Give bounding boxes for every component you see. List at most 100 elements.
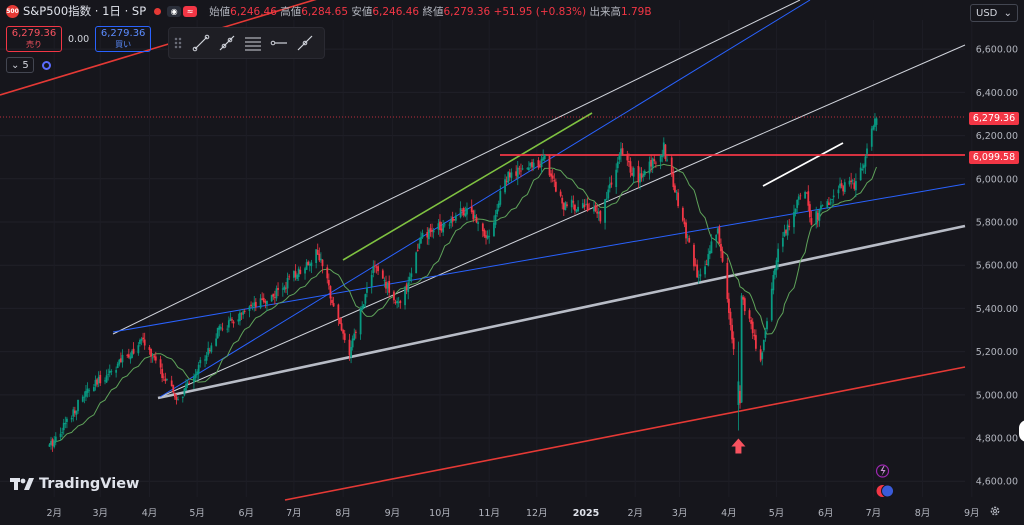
candle xyxy=(407,282,410,293)
candle xyxy=(262,297,265,302)
candle xyxy=(775,260,778,271)
candle xyxy=(64,422,67,425)
candle xyxy=(531,162,533,168)
candle xyxy=(140,338,143,341)
candle xyxy=(793,212,795,228)
candle xyxy=(516,167,519,178)
indicator-toggle[interactable]: ⌄ 5 xyxy=(6,57,34,73)
candle xyxy=(629,161,632,173)
candle xyxy=(440,228,443,231)
drag-handle-icon[interactable] xyxy=(174,37,182,49)
lightning-icon xyxy=(880,466,886,476)
candle xyxy=(762,339,765,351)
market-status-icon xyxy=(154,7,162,15)
candles xyxy=(48,113,878,452)
y-tick-label: 5,800.00 xyxy=(976,217,1018,228)
candle xyxy=(75,410,78,415)
candle xyxy=(764,331,767,339)
y-tick-label: 6,400.00 xyxy=(976,88,1018,99)
change-value: +51.95 (+0.83%) xyxy=(493,5,587,18)
candle xyxy=(666,159,668,161)
candle xyxy=(527,167,530,171)
tradingview-logo[interactable]: TradingView xyxy=(10,476,139,492)
candle xyxy=(608,184,611,189)
candle xyxy=(539,165,541,168)
gear-icon[interactable] xyxy=(989,505,1001,517)
candle xyxy=(508,172,511,178)
candle xyxy=(718,226,721,244)
candle xyxy=(540,158,543,167)
candle xyxy=(607,189,610,199)
x-tick-label: 12月 xyxy=(526,508,548,519)
drawing-toolbar xyxy=(168,27,325,59)
side-panel-toggle[interactable] xyxy=(1019,420,1024,442)
extended-line-tool-icon[interactable] xyxy=(292,32,318,54)
candle xyxy=(732,337,735,350)
candle xyxy=(843,182,846,192)
candle xyxy=(740,295,743,403)
candle xyxy=(207,348,210,355)
y-tick-label: 6,200.00 xyxy=(976,131,1018,142)
candle xyxy=(104,380,106,382)
candle xyxy=(618,155,621,160)
x-tick-label: 4月 xyxy=(142,508,158,519)
candle xyxy=(754,335,757,349)
eye-icon[interactable]: ◉ xyxy=(167,5,182,17)
candle xyxy=(129,356,132,360)
candle xyxy=(337,304,340,320)
sell-button[interactable]: 6,279.36 売り xyxy=(6,26,62,52)
candle xyxy=(83,396,86,398)
candle xyxy=(554,181,557,192)
candle xyxy=(497,203,500,208)
candle xyxy=(820,205,822,210)
candle xyxy=(59,433,62,438)
trend-line-tool-icon[interactable] xyxy=(188,32,214,54)
candle xyxy=(510,172,513,178)
candle xyxy=(240,313,243,315)
candle xyxy=(459,208,462,218)
low-value: 6,246.46 xyxy=(372,5,420,18)
candle xyxy=(281,288,284,290)
candle xyxy=(164,378,167,382)
candle xyxy=(696,264,699,278)
symbol-title[interactable]: S&P500指数 · 1日 · SP xyxy=(23,4,147,18)
x-tick-label: 7月 xyxy=(866,508,882,519)
parallel-channel-tool-icon[interactable] xyxy=(240,32,266,54)
indicator-settings-icon[interactable] xyxy=(41,60,51,70)
candle xyxy=(393,291,395,301)
candle xyxy=(266,300,268,305)
blue-trend-line-1 xyxy=(112,183,966,333)
candle xyxy=(521,168,524,170)
candle xyxy=(472,210,475,220)
candle xyxy=(450,219,452,224)
candle xyxy=(293,270,295,278)
ray-tool-icon[interactable] xyxy=(214,32,240,54)
horizontal-ray-tool-icon[interactable] xyxy=(266,32,292,54)
candle xyxy=(807,191,810,206)
candle xyxy=(829,202,832,204)
x-tick-label: 10月 xyxy=(429,508,451,519)
candle xyxy=(864,156,867,167)
candle xyxy=(559,191,562,196)
currency-selector[interactable]: USD ⌄ xyxy=(970,4,1018,22)
candle xyxy=(637,165,640,183)
candle xyxy=(720,243,722,252)
candle xyxy=(118,359,121,365)
candle xyxy=(272,293,275,297)
candle xyxy=(170,380,173,387)
candle xyxy=(662,142,665,156)
wave-icon[interactable]: ≈ xyxy=(183,5,198,17)
candle xyxy=(229,318,232,321)
candle xyxy=(453,219,456,221)
buy-button[interactable]: 6,279.36 買い xyxy=(95,26,152,52)
candle xyxy=(108,370,111,374)
indicator-bar: ⌄ 5 xyxy=(6,57,51,73)
candle xyxy=(442,224,445,233)
candle xyxy=(210,345,213,352)
candle xyxy=(748,310,751,319)
chevron-down-icon: ⌄ xyxy=(11,59,20,71)
candle xyxy=(707,254,710,266)
candle xyxy=(743,298,746,312)
